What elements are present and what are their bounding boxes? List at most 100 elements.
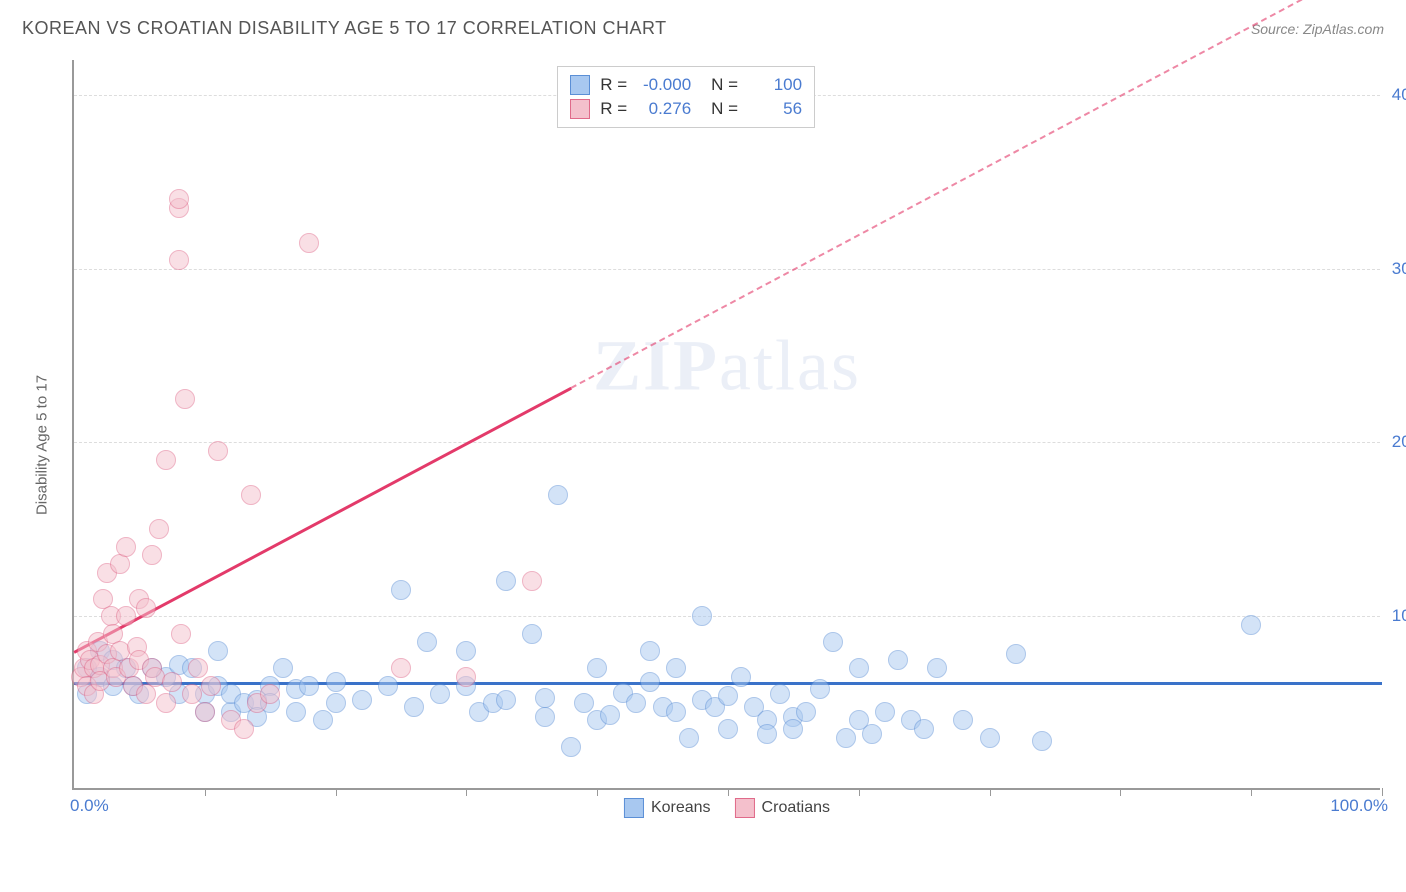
data-point [626,693,646,713]
x-tick [728,788,729,796]
data-point [169,189,189,209]
data-point [378,676,398,696]
data-point [862,724,882,744]
data-point [352,690,372,710]
data-point [796,702,816,722]
data-point [888,650,908,670]
plot-area: ZIPatlas 10.0%20.0%30.0%40.0%0.0%100.0%R… [72,60,1380,790]
y-tick-label: 20.0% [1385,432,1406,452]
data-point [496,571,516,591]
legend-swatch [570,75,590,95]
data-point [273,658,293,678]
stats-legend-row: R = -0.000 N = 100 [570,73,802,97]
data-point [234,719,254,739]
data-point [574,693,594,713]
stats-legend: R =-0.000N =100R =0.276N =56 [557,66,815,128]
data-point [666,702,686,722]
x-tick-label-max: 100.0% [1330,796,1388,816]
data-point [326,693,346,713]
data-point [1032,731,1052,751]
data-point [208,441,228,461]
data-point [666,658,686,678]
legend-swatch [624,798,644,818]
data-point [156,693,176,713]
data-point [182,684,202,704]
data-point [326,672,346,692]
x-tick [1120,788,1121,796]
data-point [731,667,751,687]
data-point [391,580,411,600]
data-point [679,728,699,748]
data-point [149,519,169,539]
legend-r-label: R = [600,75,627,95]
data-point [116,606,136,626]
x-tick-label-min: 0.0% [70,796,109,816]
legend-r-value: 0.276 [637,99,691,119]
data-point [522,624,542,644]
data-point [175,389,195,409]
grid-line [74,442,1380,443]
legend-n-value: 100 [748,75,802,95]
x-tick [859,788,860,796]
legend-n-label: N = [711,99,738,119]
data-point [640,641,660,661]
data-point [169,250,189,270]
series-legend: Koreans Croatians [624,798,830,818]
chart-title: KOREAN VS CROATIAN DISABILITY AGE 5 TO 1… [22,18,667,39]
data-point [430,684,450,704]
chart-container: Disability Age 5 to 17 ZIPatlas 10.0%20.… [50,60,1380,830]
data-point [417,632,437,652]
legend-r-label: R = [600,99,627,119]
data-point [456,641,476,661]
data-point [286,702,306,722]
x-tick [205,788,206,796]
data-point [496,690,516,710]
data-point [156,450,176,470]
data-point [208,641,228,661]
data-point [718,719,738,739]
y-axis-label: Disability Age 5 to 17 [34,375,51,515]
x-tick [990,788,991,796]
data-point [718,686,738,706]
data-point [201,676,221,696]
data-point [299,233,319,253]
x-tick [466,788,467,796]
x-tick [1382,788,1383,796]
series-legend-item: Croatians [735,798,830,818]
legend-n-label: N = [711,75,738,95]
data-point [836,728,856,748]
trend-line-croatians [571,0,1383,389]
data-point [535,688,555,708]
data-point [404,697,424,717]
y-tick-label: 10.0% [1385,606,1406,626]
series-legend-label: Croatians [762,799,830,817]
data-point [770,684,790,704]
data-point [823,632,843,652]
data-point [535,707,555,727]
data-point [692,606,712,626]
x-tick [597,788,598,796]
data-point [260,684,280,704]
data-point [980,728,1000,748]
data-point [456,667,476,687]
data-point [600,705,620,725]
data-point [241,485,261,505]
data-point [783,719,803,739]
data-point [810,679,830,699]
data-point [313,710,333,730]
data-point [110,554,130,574]
data-point [522,571,542,591]
stats-legend-row: R =0.276N =56 [570,97,802,121]
data-point [757,724,777,744]
y-tick-label: 30.0% [1385,259,1406,279]
data-point [953,710,973,730]
data-point [188,658,208,678]
legend-swatch [735,798,755,818]
legend-r-value: -0.000 [637,75,691,95]
data-point [640,672,660,692]
source-attribution: Source: ZipAtlas.com [1251,21,1384,37]
data-point [136,598,156,618]
data-point [171,624,191,644]
series-legend-label: Koreans [651,799,711,817]
x-tick [336,788,337,796]
